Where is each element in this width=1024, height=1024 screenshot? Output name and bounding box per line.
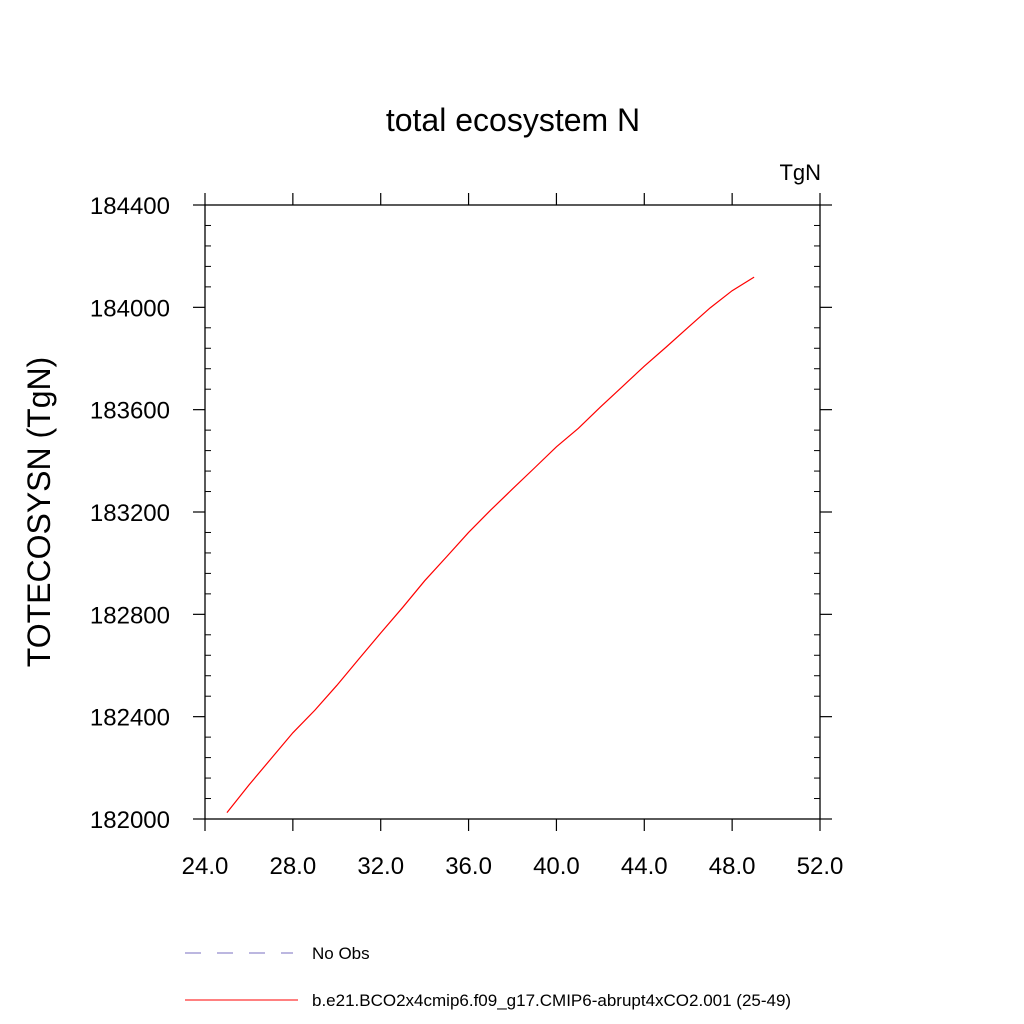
x-tick-label: 28.0 (269, 853, 316, 880)
y-axis-ticks: 182000 182400 182800 183200 183600 184000 1844… (90, 193, 832, 834)
x-tick-label: 36.0 (445, 853, 492, 880)
units-label: TgN (779, 160, 821, 185)
legend-label-no-obs: No Obs (312, 944, 370, 963)
y-tick-label: 182800 (90, 602, 170, 629)
x-tick-label: 40.0 (533, 853, 580, 880)
chart-title: total ecosystem N (386, 102, 640, 138)
x-tick-label: 24.0 (182, 853, 229, 880)
y-tick-label: 184400 (90, 193, 170, 220)
x-tick-label: 48.0 (709, 853, 756, 880)
x-tick-label: 44.0 (621, 853, 668, 880)
y-tick-label: 182400 (90, 705, 170, 732)
series-layer (226, 276, 755, 813)
y-tick-label: 182000 (90, 807, 170, 834)
x-tick-label: 52.0 (797, 853, 844, 880)
x-axis-ticks: 24.0 28.0 32.0 36.0 40.0 44.0 48.0 52.0 (182, 193, 844, 880)
y-tick-label: 183200 (90, 500, 170, 527)
series-line-0 (226, 276, 755, 813)
plot-frame (204, 204, 821, 820)
x-tick-label: 32.0 (357, 853, 404, 880)
legend-label-model: b.e21.BCO2x4cmip6.f09_g17.CMIP6-abrupt4x… (312, 991, 791, 1010)
legend: No Obs b.e21.BCO2x4cmip6.f09_g17.CMIP6-a… (185, 944, 791, 1010)
y-tick-label: 184000 (90, 295, 170, 322)
y-tick-label: 183600 (90, 398, 170, 425)
y-axis-label: TOTECOSYSN (TgN) (21, 357, 57, 668)
